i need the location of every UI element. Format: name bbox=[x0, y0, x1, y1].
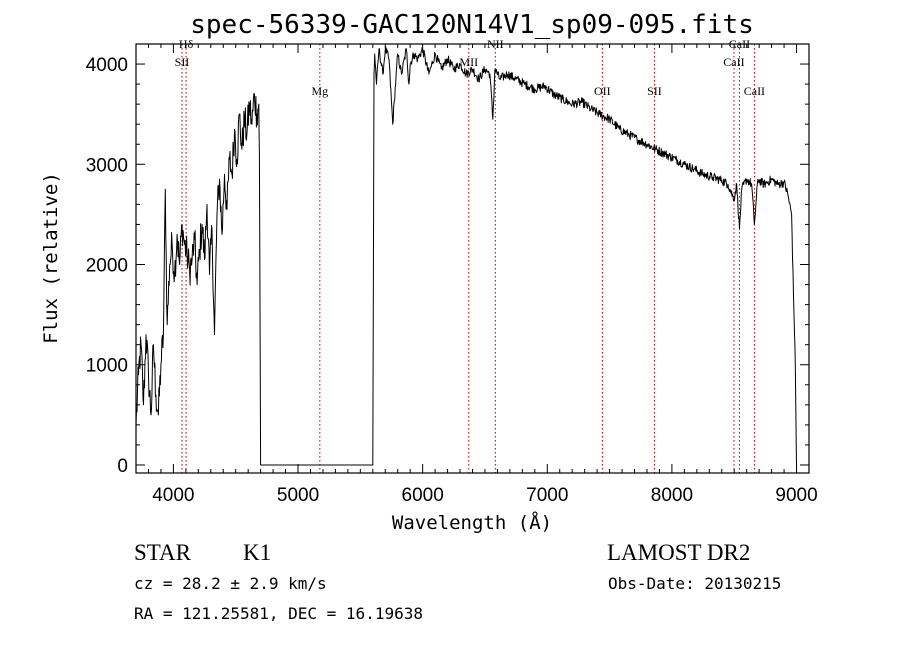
y-tick-label-0: 0 bbox=[117, 456, 128, 477]
spectral-line-label-1: SII bbox=[175, 55, 190, 69]
series-layer bbox=[135, 46, 797, 466]
x-axis-label: Wavelength (Å) bbox=[392, 511, 552, 534]
y-ticks: 0 1000 2000 3000 4000 bbox=[86, 43, 809, 477]
y-axis-label: Flux (relative) bbox=[40, 172, 62, 344]
survey-name: LAMOST DR2 bbox=[607, 540, 750, 565]
spectral-line-label-6: SII bbox=[647, 84, 662, 98]
coordinates-info: RA = 121.25581, DEC = 16.19638 bbox=[134, 604, 423, 623]
spectrum-series-0 bbox=[135, 46, 797, 466]
x-tick-label-5: 9000 bbox=[775, 485, 817, 506]
spectral-line-label-5: OII bbox=[594, 84, 611, 98]
spectral-line-label-2: Mg bbox=[311, 84, 328, 98]
y-tick-label-2: 2000 bbox=[86, 256, 128, 277]
x-tick-label-0: 4000 bbox=[152, 485, 194, 506]
spectral-line-label-9: CaII bbox=[744, 84, 765, 98]
x-ticks: 4000 5000 6000 7000 8000 9000 bbox=[135, 44, 818, 506]
object-subclass: K1 bbox=[243, 540, 271, 565]
plot-frame bbox=[135, 43, 810, 474]
x-tick-label-3: 7000 bbox=[526, 485, 568, 506]
spectral-line-label-7: CaII bbox=[723, 55, 744, 69]
x-tick-label-4: 8000 bbox=[651, 485, 693, 506]
redshift-info: cz = 28.2 ± 2.9 km/s bbox=[134, 574, 327, 593]
spectral-line-label-3: MII bbox=[459, 55, 478, 69]
object-class: STAR bbox=[134, 540, 192, 565]
x-tick-label-2: 6000 bbox=[402, 485, 444, 506]
y-tick-label-4: 4000 bbox=[86, 55, 128, 76]
x-tick-label-1: 5000 bbox=[277, 485, 319, 506]
y-tick-label-3: 3000 bbox=[86, 155, 128, 176]
observation-date: Obs-Date: 20130215 bbox=[608, 574, 781, 593]
y-tick-label-1: 1000 bbox=[86, 356, 128, 377]
chart-title: spec-56339-GAC120N14V1_sp09-095.fits bbox=[190, 10, 754, 40]
